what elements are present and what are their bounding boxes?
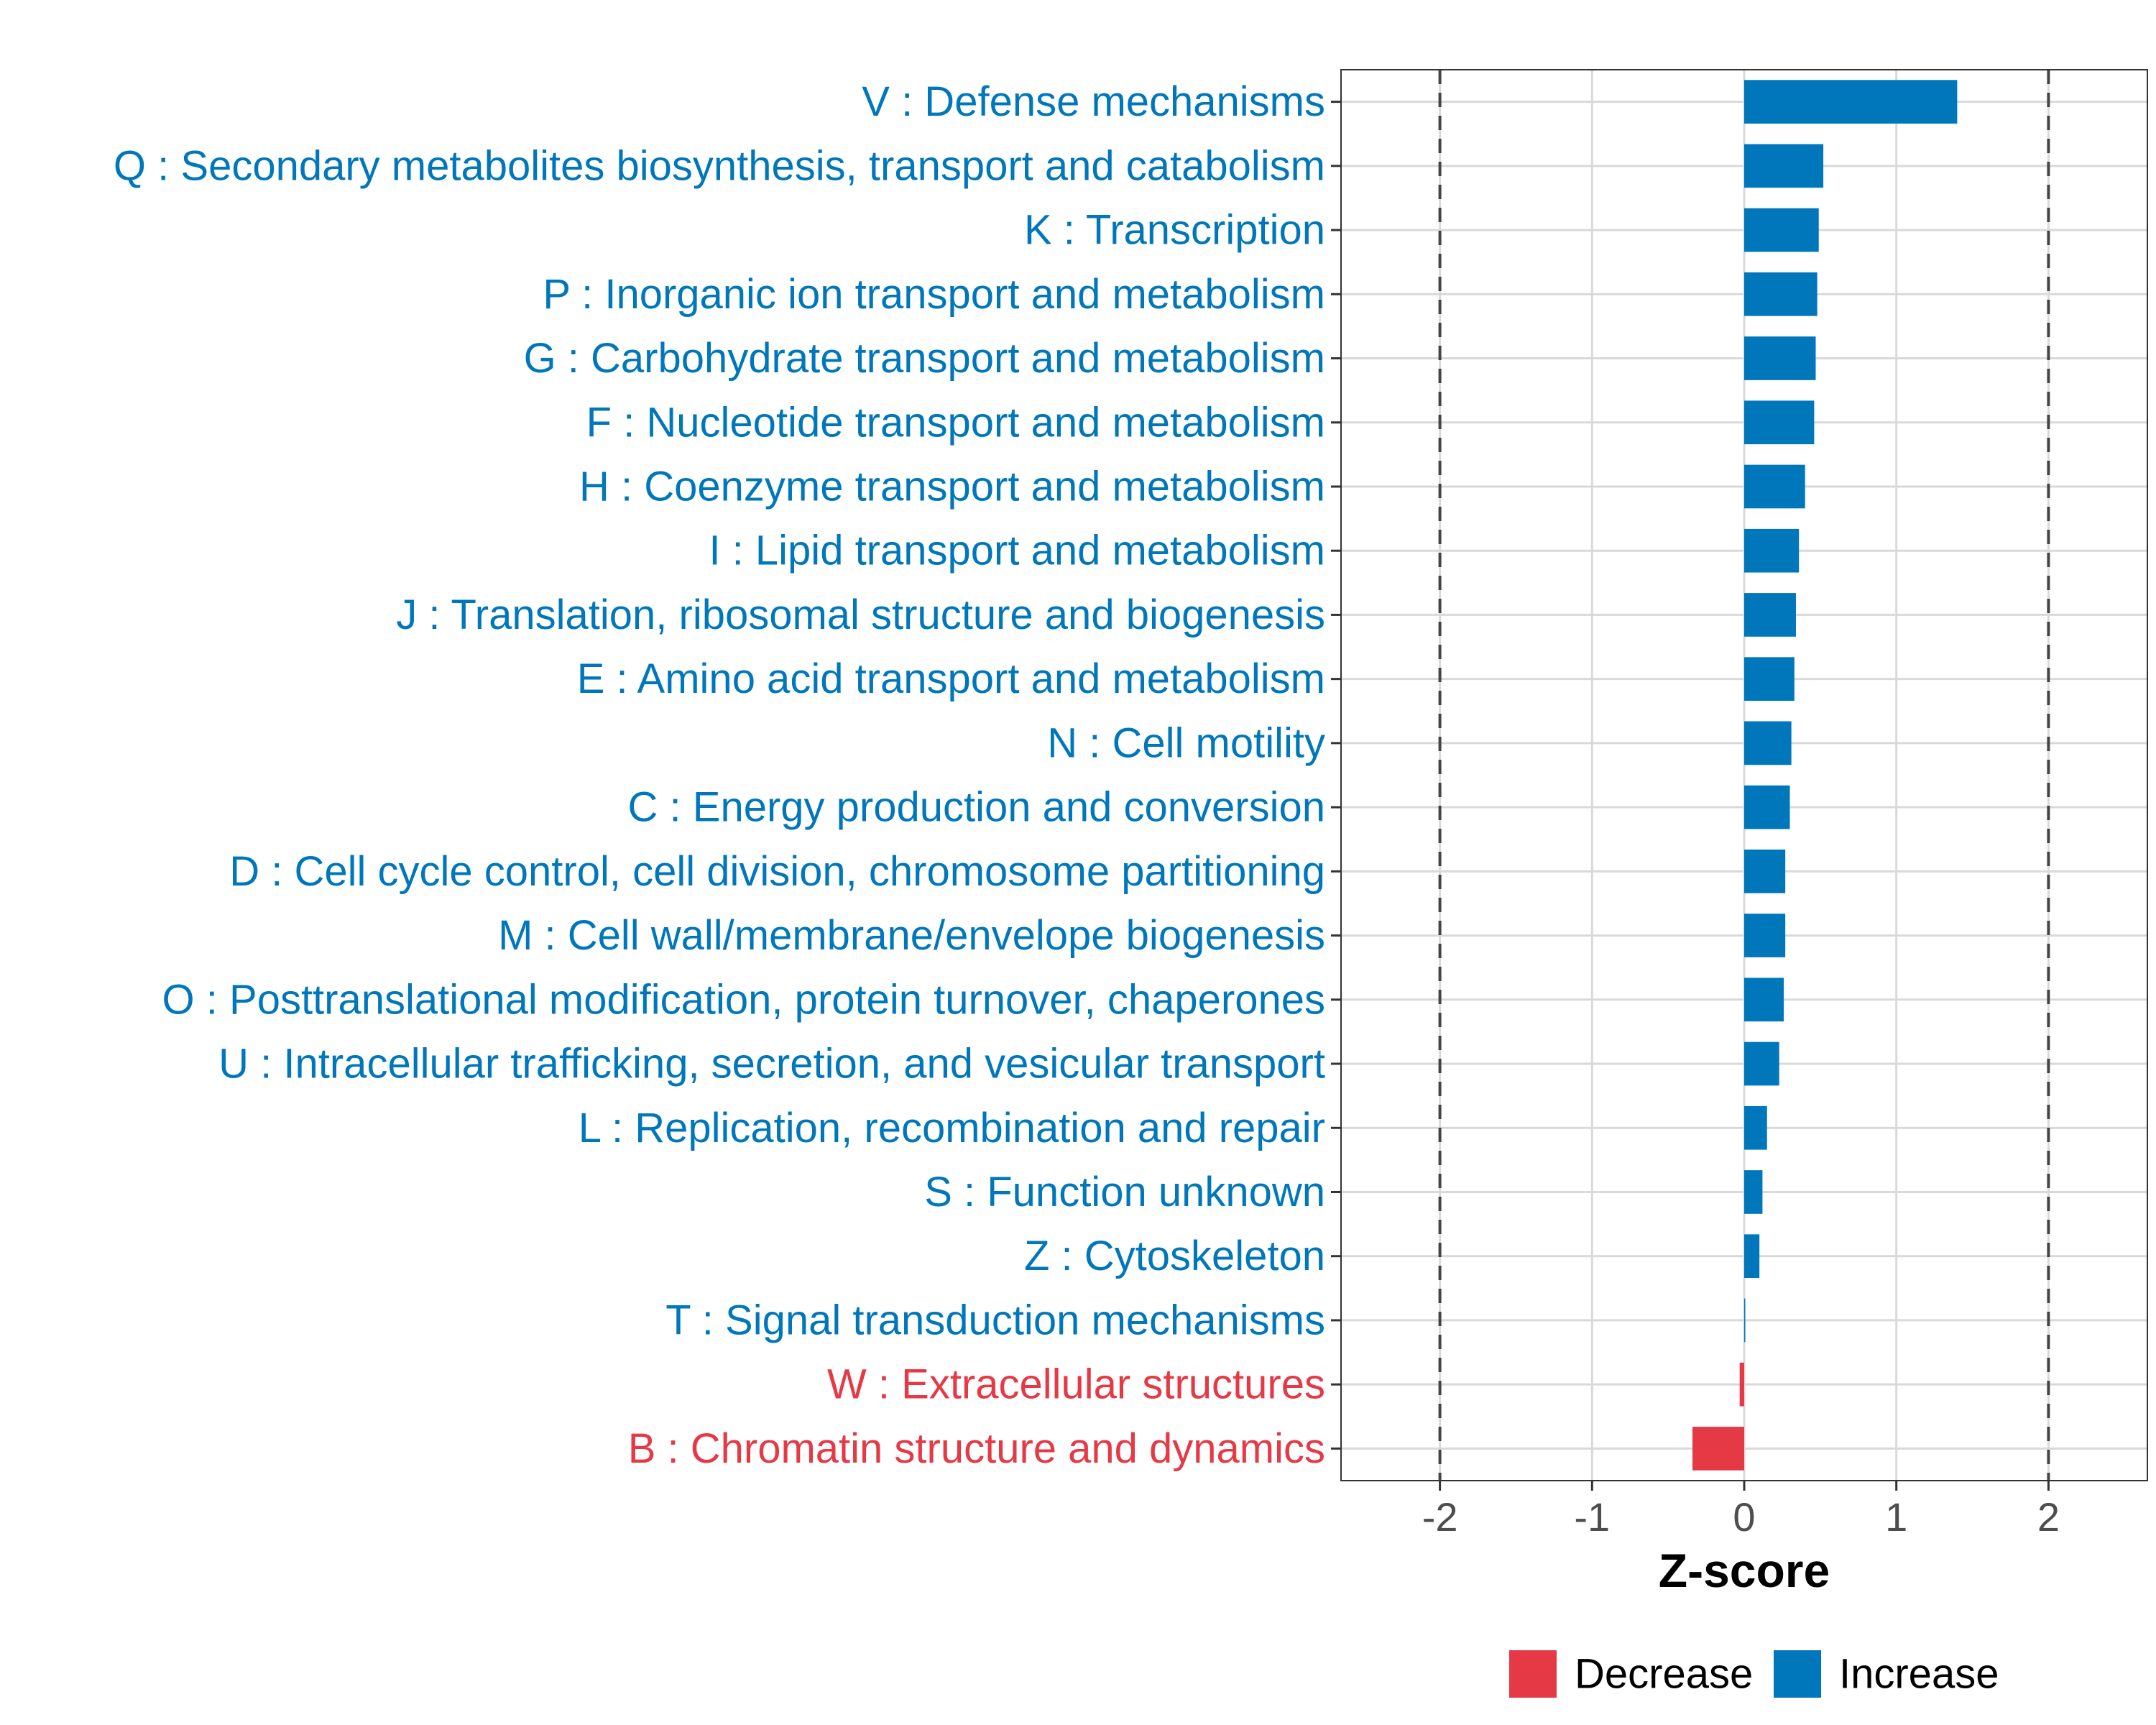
bar <box>1692 1427 1744 1471</box>
category-label: I : Lipid transport and metabolism <box>709 528 1325 574</box>
bar <box>1744 144 1824 188</box>
bar <box>1744 978 1784 1022</box>
legend: Decrease Increase <box>1509 1650 1999 1698</box>
bar <box>1744 1170 1763 1214</box>
x-tick-label: 0 <box>1733 1494 1755 1540</box>
category-label: N : Cell motility <box>1047 719 1325 766</box>
bar <box>1739 1362 1744 1407</box>
bar <box>1744 1041 1779 1086</box>
x-tick-label: -2 <box>1422 1494 1458 1540</box>
legend-key-increase <box>1774 1650 1821 1698</box>
category-label: C : Energy production and conversion <box>628 784 1325 831</box>
bar <box>1744 272 1818 316</box>
category-label: J : Translation, ribosomal structure and… <box>396 592 1325 638</box>
bar <box>1744 914 1786 957</box>
category-label: W : Extracellular structures <box>827 1361 1325 1408</box>
reference-lines <box>1438 70 2050 1481</box>
x-tick-label: -1 <box>1574 1494 1610 1540</box>
bar <box>1744 1298 1746 1343</box>
bar <box>1744 1234 1760 1279</box>
legend-label-decrease: Decrease <box>1575 1651 1753 1698</box>
category-label: D : Cell cycle control, cell division, c… <box>229 848 1325 895</box>
category-label: M : Cell wall/membrane/envelope biogenes… <box>498 912 1325 959</box>
legend-key-decrease <box>1509 1650 1557 1698</box>
category-label: U : Intracellular trafficking, secretion… <box>218 1041 1325 1087</box>
x-axis-title: Z-score <box>1659 1544 1830 1597</box>
bar <box>1744 850 1786 893</box>
bar <box>1744 657 1795 701</box>
bar <box>1744 528 1800 573</box>
category-label: G : Carbohydrate transport and metabolis… <box>524 335 1325 382</box>
bar <box>1744 336 1816 380</box>
bar <box>1744 785 1790 829</box>
y-axis-ticks: V : Defense mechanisms Q : Secondary meta… <box>114 78 1341 1472</box>
bar <box>1744 1105 1767 1150</box>
bar <box>1744 464 1805 509</box>
x-tick-label: 2 <box>2037 1494 2060 1540</box>
category-label: O : Posttranslational modification, prot… <box>162 976 1325 1023</box>
bar <box>1744 721 1792 765</box>
category-label: E : Amino acid transport and metabolism <box>577 656 1325 702</box>
category-label: Q : Secondary metabolites biosynthesis, … <box>114 142 1325 189</box>
legend-label-increase: Increase <box>1839 1651 1999 1698</box>
category-label: P : Inorganic ion transport and metaboli… <box>543 271 1325 318</box>
x-tick-label: 1 <box>1885 1494 1907 1540</box>
x-axis-ticks: -2 -1 0 1 2 <box>1422 1481 2060 1540</box>
bar <box>1744 400 1815 445</box>
category-label: K : Transcription <box>1024 207 1325 254</box>
category-label: H : Coenzyme transport and metabolism <box>579 463 1325 510</box>
bar <box>1744 208 1819 252</box>
bar <box>1744 80 1958 124</box>
category-label: L : Replication, recombination and repai… <box>579 1105 1325 1151</box>
bars <box>1692 80 1958 1471</box>
category-label: Z : Cytoskeleton <box>1024 1233 1325 1279</box>
category-label: S : Function unknown <box>924 1169 1325 1215</box>
category-label: T : Signal transduction mechanisms <box>665 1297 1325 1343</box>
category-label: V : Defense mechanisms <box>862 78 1325 125</box>
bar <box>1744 593 1796 637</box>
category-label: B : Chromatin structure and dynamics <box>628 1425 1325 1472</box>
category-label: F : Nucleotide transport and metabolism <box>586 399 1325 446</box>
